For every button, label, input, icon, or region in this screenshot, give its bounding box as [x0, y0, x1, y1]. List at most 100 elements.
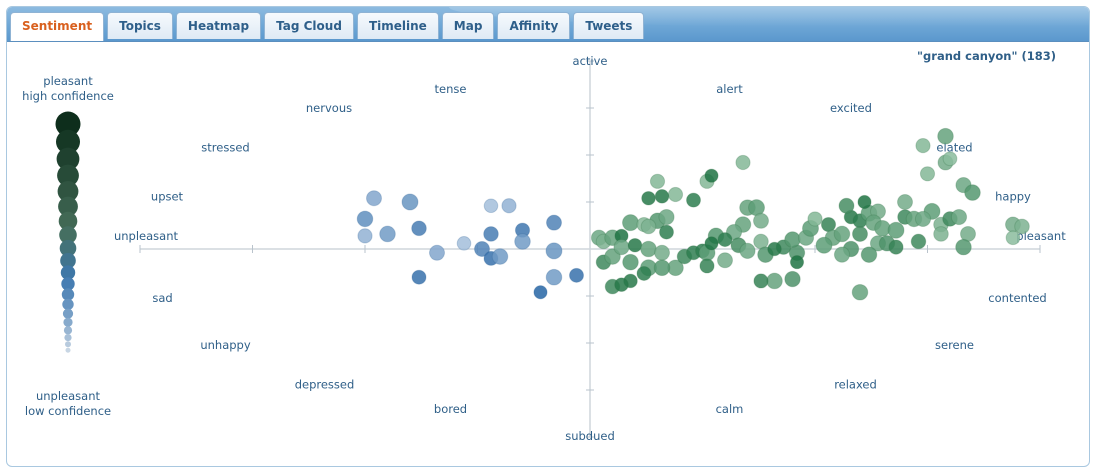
- legend-circle: [61, 277, 75, 291]
- data-point: [838, 197, 855, 214]
- data-point: [636, 265, 652, 281]
- data-point: [699, 258, 715, 274]
- query-label: "grand canyon" (183): [917, 49, 1056, 63]
- emotion-label: calm: [716, 402, 744, 416]
- data-point: [614, 277, 629, 293]
- data-point: [888, 239, 904, 255]
- data-point: [964, 184, 981, 201]
- legend-circle: [56, 147, 80, 171]
- legend-circle: [58, 196, 78, 217]
- data-point: [704, 168, 719, 183]
- data-point: [640, 218, 657, 235]
- emotion-label: sad: [152, 291, 172, 305]
- data-point: [915, 138, 931, 154]
- data-point: [659, 224, 674, 240]
- data-point: [735, 154, 751, 171]
- data-points: [356, 127, 1030, 301]
- data-point: [933, 226, 949, 242]
- legend-circle: [65, 341, 71, 348]
- confidence-legend: [55, 111, 81, 353]
- data-point: [910, 233, 927, 250]
- tab-heatmap[interactable]: Heatmap: [175, 12, 262, 39]
- sentiment-panel: Sentiment Topics Heatmap Tag Cloud Timel…: [6, 6, 1090, 467]
- emotion-label: excited: [830, 101, 872, 115]
- data-point: [654, 244, 670, 261]
- legend-circle: [61, 288, 75, 301]
- data-point: [897, 194, 913, 210]
- data-point: [546, 214, 562, 231]
- legend-circle: [55, 111, 81, 137]
- legend-bottom-label-1: unpleasant: [36, 389, 101, 403]
- legend-circle: [63, 317, 73, 327]
- data-point: [1005, 230, 1021, 246]
- data-point: [640, 240, 657, 258]
- data-point: [955, 238, 972, 256]
- emotion-label: relaxed: [834, 377, 877, 391]
- tab-map[interactable]: Map: [441, 12, 495, 39]
- data-point: [613, 239, 630, 256]
- data-point: [704, 236, 719, 251]
- data-point: [851, 283, 869, 301]
- data-point: [401, 193, 419, 211]
- emotion-label: stressed: [201, 140, 249, 154]
- tab-bar: Sentiment Topics Heatmap Tag Cloud Timel…: [7, 7, 1089, 42]
- data-point: [833, 225, 851, 243]
- tab-sentiment[interactable]: Sentiment: [10, 12, 105, 41]
- emotion-label: serene: [935, 338, 974, 352]
- data-point: [491, 248, 509, 265]
- legend-top-label-1: pleasant: [43, 74, 93, 88]
- axis-label-active: active: [573, 54, 608, 68]
- data-point: [717, 232, 733, 248]
- emotion-label: nervous: [306, 101, 352, 115]
- data-point: [456, 236, 472, 251]
- tab-affinity[interactable]: Affinity: [497, 12, 571, 39]
- data-point: [483, 198, 499, 214]
- axis-label-pleasant: pleasant: [1016, 229, 1066, 243]
- emotion-label: depressed: [295, 377, 355, 391]
- legend-circle: [62, 298, 74, 311]
- data-point: [753, 212, 769, 229]
- tab-tag-cloud[interactable]: Tag Cloud: [264, 12, 354, 39]
- data-point: [569, 267, 584, 283]
- tab-topics[interactable]: Topics: [107, 12, 173, 39]
- data-point: [852, 225, 868, 242]
- emotion-label: happy: [995, 189, 1031, 203]
- tab-timeline[interactable]: Timeline: [356, 12, 439, 39]
- emotion-label: contented: [988, 291, 1046, 305]
- data-point: [474, 241, 490, 257]
- data-point: [860, 246, 878, 263]
- emotion-label: unhappy: [200, 338, 251, 352]
- data-point: [533, 285, 548, 300]
- legend-circle: [60, 265, 76, 280]
- legend-bottom-label-2: low confidence: [25, 404, 111, 418]
- data-point: [545, 242, 563, 260]
- legend-circle: [58, 211, 78, 231]
- data-point: [815, 236, 833, 254]
- data-point: [622, 253, 639, 271]
- legend-circle: [59, 239, 77, 257]
- data-point: [501, 198, 517, 214]
- legend-circle: [57, 181, 79, 202]
- data-point: [357, 228, 373, 244]
- data-point: [366, 190, 382, 207]
- legend-circle: [63, 326, 73, 335]
- data-point: [514, 233, 531, 250]
- data-point: [622, 214, 639, 232]
- data-point: [649, 173, 666, 189]
- legend-circle: [57, 164, 79, 187]
- data-point: [356, 210, 374, 228]
- data-point: [789, 255, 805, 270]
- emotion-label: alert: [716, 82, 743, 96]
- data-point: [686, 192, 701, 208]
- data-point: [887, 221, 905, 239]
- legend-top-label-2: high confidence: [22, 89, 114, 103]
- data-point: [411, 220, 427, 237]
- data-point: [379, 225, 396, 243]
- data-point: [641, 190, 656, 206]
- legend-circle: [56, 129, 80, 154]
- data-point: [784, 231, 801, 248]
- axis-label-subdued: subdued: [565, 429, 615, 443]
- emotion-label: bored: [434, 402, 467, 416]
- tab-tweets[interactable]: Tweets: [573, 12, 645, 39]
